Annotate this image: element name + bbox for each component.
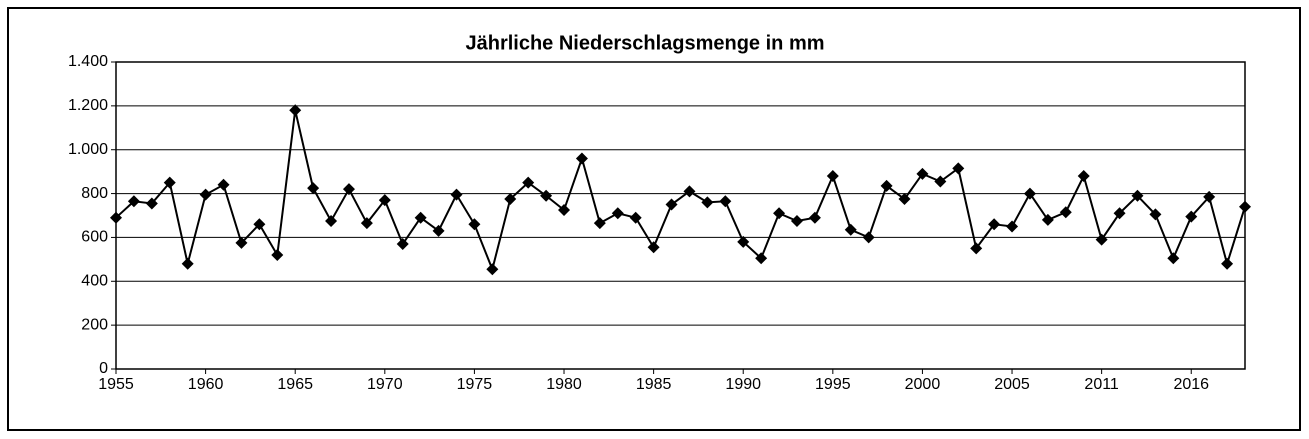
y-tick-label: 1.000 [68,141,108,158]
marker [145,197,158,210]
marker [1006,220,1019,233]
marker [540,189,553,202]
marker [755,252,768,265]
marker [988,218,1001,231]
marker [701,196,714,209]
marker [450,188,463,201]
marker [181,257,194,270]
marker [1095,233,1108,246]
x-tick-label: 1985 [636,376,672,393]
marker [271,248,284,261]
marker [665,198,678,211]
x-tick-label: 2011 [1084,376,1119,393]
marker [737,235,750,248]
x-tick-label: 1995 [815,376,851,393]
marker [342,183,355,196]
marker [199,188,212,201]
marker [307,182,320,195]
marker [611,207,624,220]
marker [1149,208,1162,221]
marker [916,167,929,180]
x-tick-label: 2005 [994,376,1030,393]
marker [253,218,266,231]
x-tick-label: 2000 [905,376,941,393]
y-tick-label: 0 [99,360,108,377]
marker [110,211,122,224]
marker [1113,207,1126,220]
x-tick-label: 1965 [277,376,313,393]
marker [1203,190,1216,203]
marker [1221,257,1234,270]
marker [862,231,875,244]
marker [844,223,857,236]
y-tick-label: 1.400 [68,53,108,70]
marker [468,218,481,231]
marker [1167,252,1180,265]
x-tick-label: 1990 [725,376,761,393]
y-tick-label: 1.200 [68,97,108,114]
x-tick-label: 2016 [1173,376,1209,393]
marker [575,152,588,165]
marker [522,176,535,189]
marker [504,193,517,206]
marker [880,179,893,192]
y-tick-label: 400 [81,273,108,290]
y-tick-label: 600 [81,229,108,246]
marker [127,195,140,208]
marker [934,175,947,188]
marker [1059,206,1072,219]
marker [325,214,338,227]
marker [773,207,786,220]
marker [414,211,427,224]
x-tick-label: 1975 [457,376,493,393]
marker [289,104,302,117]
marker [1041,213,1054,226]
marker [808,211,821,224]
marker [898,193,911,206]
marker [558,204,571,217]
marker [396,238,409,251]
chart-title: Jährliche Niederschlagsmenge in mm [465,32,824,54]
x-tick-label: 1955 [98,376,134,393]
line [115,110,1246,273]
marker [1185,210,1198,223]
y-tick-label: 200 [81,316,108,333]
x-tick-label: 1970 [367,376,403,393]
x-tick-label: 1980 [546,376,582,393]
x-tick-label: 1960 [188,376,224,393]
marker [378,194,391,207]
marker [163,176,176,189]
marker [647,241,660,254]
marker [683,185,696,198]
marker [1077,170,1090,183]
y-tick-label: 800 [81,185,108,202]
marker [1131,189,1144,202]
marker [432,224,445,237]
marker [593,217,606,230]
marker [826,170,839,183]
marker [1239,200,1251,213]
marker [217,178,230,191]
marker [629,211,642,224]
chart-frame [7,7,1301,431]
marker [235,236,248,249]
marker [790,214,803,227]
marker [970,242,983,255]
marker [486,263,499,276]
marker [719,195,732,208]
marker [360,217,373,230]
marker [1023,187,1036,200]
marker [952,162,965,175]
